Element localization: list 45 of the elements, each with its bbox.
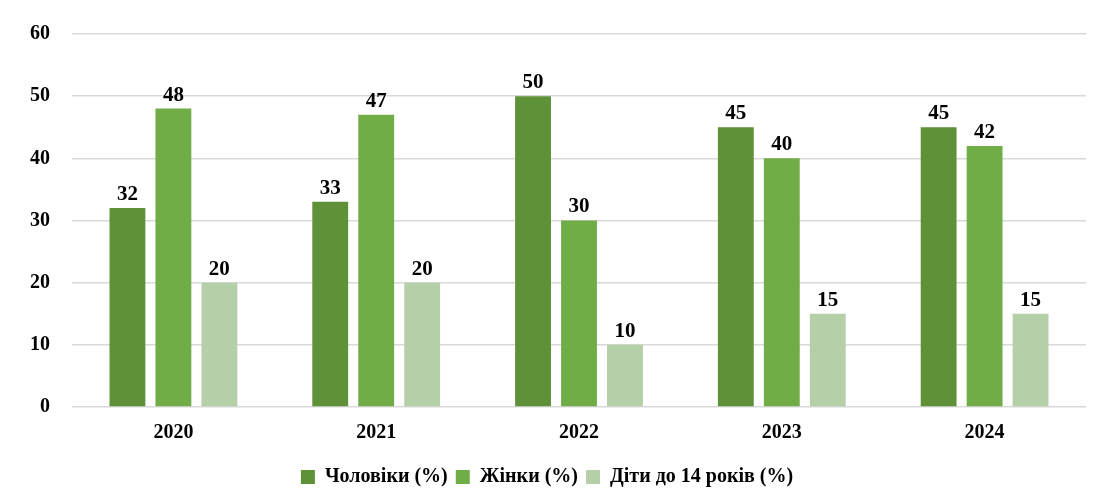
bar: [607, 344, 643, 407]
y-tick-label: 50: [30, 83, 50, 106]
y-tick-label: 60: [30, 21, 50, 44]
legend-label: Чоловіки (%): [324, 464, 448, 488]
data-label: 48: [162, 81, 184, 106]
y-tick-label: 20: [30, 269, 50, 292]
data-label: 45: [928, 100, 950, 125]
x-tick-label: 2023: [761, 420, 802, 443]
legend-label: Жінки (%): [479, 464, 578, 488]
legend-label: Діти до 14 років (%): [609, 464, 794, 488]
bar: [717, 127, 754, 407]
data-label: 20: [208, 255, 230, 280]
bar: [561, 220, 597, 407]
bar: [404, 282, 441, 407]
data-label: 32: [116, 180, 138, 205]
y-tick-label: 0: [40, 394, 50, 417]
x-tick-label: 2020: [153, 420, 194, 443]
x-tick-label: 2022: [559, 420, 599, 443]
y-tick-label: 40: [30, 145, 50, 168]
bar: [155, 108, 192, 407]
data-label: 15: [817, 286, 839, 311]
data-label: 15: [1020, 286, 1042, 311]
bar: [201, 282, 238, 407]
bar: [809, 313, 846, 407]
data-label: 40: [771, 131, 793, 156]
bar: [312, 201, 349, 407]
y-tick-label: 10: [30, 332, 50, 355]
bar: [109, 208, 146, 407]
bar: [920, 127, 957, 407]
data-label: 45: [725, 100, 747, 125]
x-tick-label: 2024: [964, 420, 1005, 443]
bar: [763, 158, 800, 407]
data-label: 33: [319, 174, 341, 199]
data-label: 20: [411, 255, 433, 280]
data-label: 30: [568, 193, 590, 218]
data-label: 10: [614, 317, 636, 342]
data-label: 50: [522, 69, 544, 94]
bar: [1012, 313, 1049, 407]
bar: [358, 114, 395, 407]
x-tick-label: 2021: [356, 420, 397, 443]
data-label: 47: [365, 87, 387, 112]
bar: [515, 96, 551, 407]
bar: [966, 145, 1003, 407]
data-label: 42: [974, 118, 996, 143]
y-tick-label: 30: [30, 207, 50, 230]
